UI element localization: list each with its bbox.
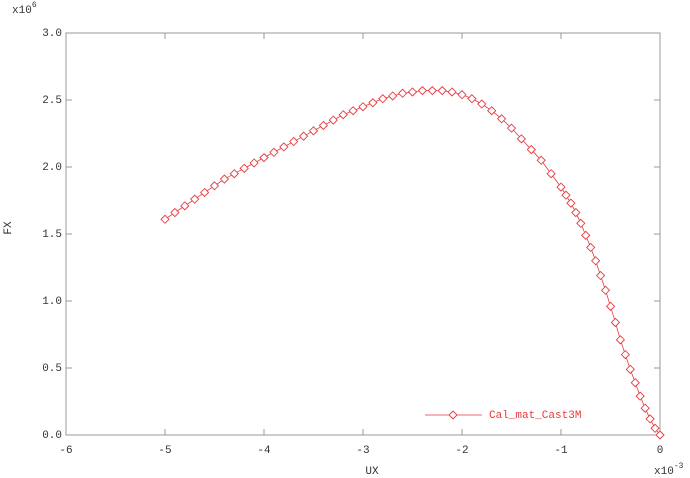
y-tick-label: 1.0 [42,296,62,308]
data-marker [457,90,467,100]
data-marker [650,423,660,433]
data-marker [209,181,220,191]
data-marker [388,91,398,101]
data-marker [635,391,645,401]
y-tick-label: 2.5 [42,95,62,107]
data-marker [591,256,601,266]
data-marker [397,88,408,98]
data-marker [576,218,586,228]
x-tick-label: -6 [59,445,72,457]
data-marker [506,123,517,133]
data-marker [308,126,319,136]
data-marker [239,163,249,173]
data-marker [279,142,289,152]
data-marker [328,115,338,125]
legend-label: Cal_mat_Cast3M [489,410,581,422]
data-marker [516,134,527,144]
data-marker [348,106,358,116]
data-marker [229,169,239,179]
data-marker [625,364,635,374]
data-marker [289,136,299,147]
data-marker [269,147,279,157]
data-marker [487,106,497,116]
data-marker [630,378,640,388]
data-marker [610,317,621,328]
data-marker [655,430,665,440]
data-marker [180,201,190,211]
x-multiplier: x10-3 [654,462,684,478]
y-tick-label: 0.0 [42,430,62,442]
x-multiplier-exponent: -3 [674,462,684,471]
data-marker [496,114,507,124]
data-marker [571,207,581,218]
data-marker [526,144,536,155]
data-marker [477,99,487,109]
data-marker [620,349,630,360]
data-marker [190,194,200,204]
x-tick-label: -5 [158,445,171,457]
data-marker [645,414,655,424]
data-marker [199,187,210,198]
data-marker [546,169,556,179]
data-marker [536,155,546,165]
data-marker [427,85,437,96]
y-tick-label: 1.5 [42,229,62,241]
data-marker [249,158,259,168]
x-axis-label: UX [365,466,379,478]
y-multiplier: x106 [12,1,37,17]
data-marker [219,174,230,184]
y-tick-label: 0.5 [42,363,62,375]
data-marker [358,102,368,112]
data-marker [160,214,170,224]
data-marker [605,301,616,311]
data-marker [581,230,591,240]
x-tick-label: -4 [257,445,271,457]
data-marker [467,94,477,104]
data-marker [437,85,447,96]
x-tick-label: -2 [455,445,468,457]
x-tick-label: 0 [657,445,664,457]
data-marker [447,87,457,97]
data-marker [318,120,329,131]
y-axis-label: FX [3,221,15,235]
data-marker [600,285,611,295]
x-multiplier-base: x10 [654,466,674,478]
data-marker [640,403,650,413]
y-multiplier-exponent: 6 [32,1,37,10]
data-marker [259,152,269,163]
plot-frame [65,32,661,436]
y-tick-label: 2.0 [42,162,62,174]
data-marker [368,98,378,108]
x-tick-label: -3 [356,445,369,457]
y-tick-label: 3.0 [42,28,62,40]
data-marker [170,207,180,218]
data-marker [586,242,596,253]
data-marker [407,87,418,97]
data-marker [378,94,388,104]
data-marker [298,131,309,141]
data-marker [566,198,576,208]
legend-marker [448,410,458,420]
data-marker [595,270,606,281]
data-marker [417,85,428,96]
data-marker [615,335,626,345]
x-tick-label: -1 [554,445,568,457]
data-marker [338,110,348,120]
series-line [164,90,661,436]
data-marker [556,182,566,192]
data-marker [561,190,571,200]
y-multiplier-base: x10 [12,5,32,17]
